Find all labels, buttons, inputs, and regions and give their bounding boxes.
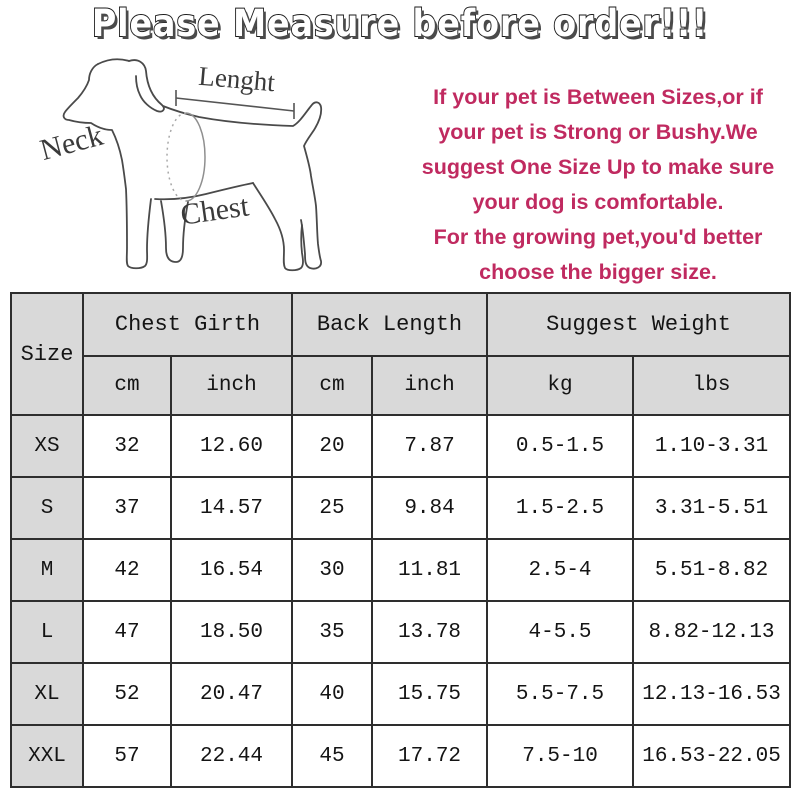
- unit-back-cm: cm: [291, 355, 374, 416]
- size-cell: XL: [10, 662, 84, 726]
- dog-head-front-outline: [62, 63, 152, 270]
- advice-line: your dog is comfortable.: [472, 190, 724, 214]
- advice-line: your pet is Strong or Bushy.We: [438, 120, 758, 144]
- table-cell: 17.72: [371, 724, 489, 788]
- chest-label: Chest: [179, 189, 252, 231]
- header-size: Size: [10, 292, 84, 416]
- table-cell: 7.87: [371, 414, 489, 478]
- table-cell: 11.81: [371, 538, 489, 602]
- advice-line: suggest One Size Up to make sure: [421, 155, 775, 179]
- table-cell: 20: [291, 414, 374, 478]
- header-suggest-weight: Suggest Weight: [486, 292, 792, 357]
- size-cell: L: [10, 600, 84, 664]
- table-cell: 57: [82, 724, 172, 788]
- table-cell: 13.78: [371, 600, 489, 664]
- table-cell: 14.57: [169, 476, 294, 540]
- table-cell: 1.10-3.31: [632, 414, 792, 478]
- dog-line-drawing: Neck Lenght Chest: [37, 58, 323, 272]
- unit-chest-cm: cm: [82, 355, 172, 416]
- table-cell: 52: [82, 662, 172, 726]
- unit-back-inch: inch: [371, 355, 489, 416]
- dog-far-front-leg: [160, 200, 189, 263]
- table-cell: 5.5-7.5: [486, 662, 635, 726]
- table-cell: 22.44: [169, 724, 294, 788]
- table-cell: 12.13-16.53: [632, 662, 792, 726]
- table-cell: 2.5-4: [486, 538, 635, 602]
- table-cell: 45: [291, 724, 374, 788]
- table-cell: 20.47: [169, 662, 294, 726]
- neck-label: Neck: [37, 119, 107, 167]
- page-title: Please Measure before order!!!: [91, 1, 709, 46]
- size-cell: M: [10, 538, 84, 602]
- dog-belly-line: [154, 182, 254, 201]
- size-cell: XXL: [10, 724, 84, 788]
- chest-girth-ellipse-solid: [185, 112, 206, 202]
- table-cell: 3.31-5.51: [632, 476, 792, 540]
- table-row: XXL 57 22.44 45 17.72 7.5-10 16.53-22.05: [10, 724, 792, 788]
- dog-head-top-outline: [97, 58, 130, 65]
- advice-line: If your pet is Between Sizes,or if: [433, 85, 763, 109]
- size-cell: XS: [10, 414, 84, 478]
- table-cell: 16.53-22.05: [632, 724, 792, 788]
- length-measure-line: [175, 90, 295, 119]
- unit-weight-lbs: lbs: [632, 355, 792, 416]
- advice-line: For the growing pet,you'd better: [433, 225, 763, 249]
- unit-weight-kg: kg: [486, 355, 635, 416]
- sizing-advice-text: If your pet is Between Sizes,or if your …: [398, 80, 798, 290]
- table-cell: 1.5-2.5: [486, 476, 635, 540]
- dog-back-tail-outline: [162, 101, 323, 270]
- table-cell: 9.84: [371, 476, 489, 540]
- dog-hind-leg: [252, 182, 304, 272]
- unit-chest-inch: inch: [169, 355, 294, 416]
- header-chest-girth: Chest Girth: [81, 292, 294, 357]
- table-cell: 7.5-10: [486, 724, 635, 788]
- advice-line: choose the bigger size.: [479, 260, 717, 284]
- table-row: S 37 14.57 25 9.84 1.5-2.5 3.31-5.51: [10, 476, 792, 540]
- length-label: Lenght: [197, 61, 276, 98]
- size-table: Size Chest Girth Back Length Suggest Wei…: [10, 292, 792, 788]
- table-cell: 12.60: [169, 414, 294, 478]
- table-row: XS 32 12.60 20 7.87 0.5-1.5 1.10-3.31: [10, 414, 792, 478]
- table-cell: 37: [82, 476, 172, 540]
- table-cell: 40: [291, 662, 374, 726]
- table-row: L 47 18.50 35 13.78 4-5.5 8.82-12.13: [10, 600, 792, 664]
- table-cell: 47: [82, 600, 172, 664]
- table-cell: 15.75: [371, 662, 489, 726]
- dog-measurement-diagram: Neck Lenght Chest: [10, 50, 410, 295]
- table-cell: 18.50: [169, 600, 294, 664]
- table-cell: 8.82-12.13: [632, 600, 792, 664]
- table-cell: 4-5.5: [486, 600, 635, 664]
- table-cell: 0.5-1.5: [486, 414, 635, 478]
- table-row: M 42 16.54 30 11.81 2.5-4 5.51-8.82: [10, 538, 792, 602]
- chest-girth-ellipse-dotted: [166, 112, 187, 202]
- table-cell: 16.54: [169, 538, 294, 602]
- table-row: XL 52 20.47 40 15.75 5.5-7.5 12.13-16.53: [10, 662, 792, 726]
- table-cell: 42: [82, 538, 172, 602]
- table-cell: 30: [291, 538, 374, 602]
- table-cell: 25: [291, 476, 374, 540]
- dog-ear: [128, 59, 165, 113]
- size-chart: Size Chest Girth Back Length Suggest Wei…: [10, 292, 792, 788]
- table-cell: 35: [291, 600, 374, 664]
- table-cell: 32: [82, 414, 172, 478]
- size-cell: S: [10, 476, 84, 540]
- header-back-length: Back Length: [291, 292, 489, 357]
- table-cell: 5.51-8.82: [632, 538, 792, 602]
